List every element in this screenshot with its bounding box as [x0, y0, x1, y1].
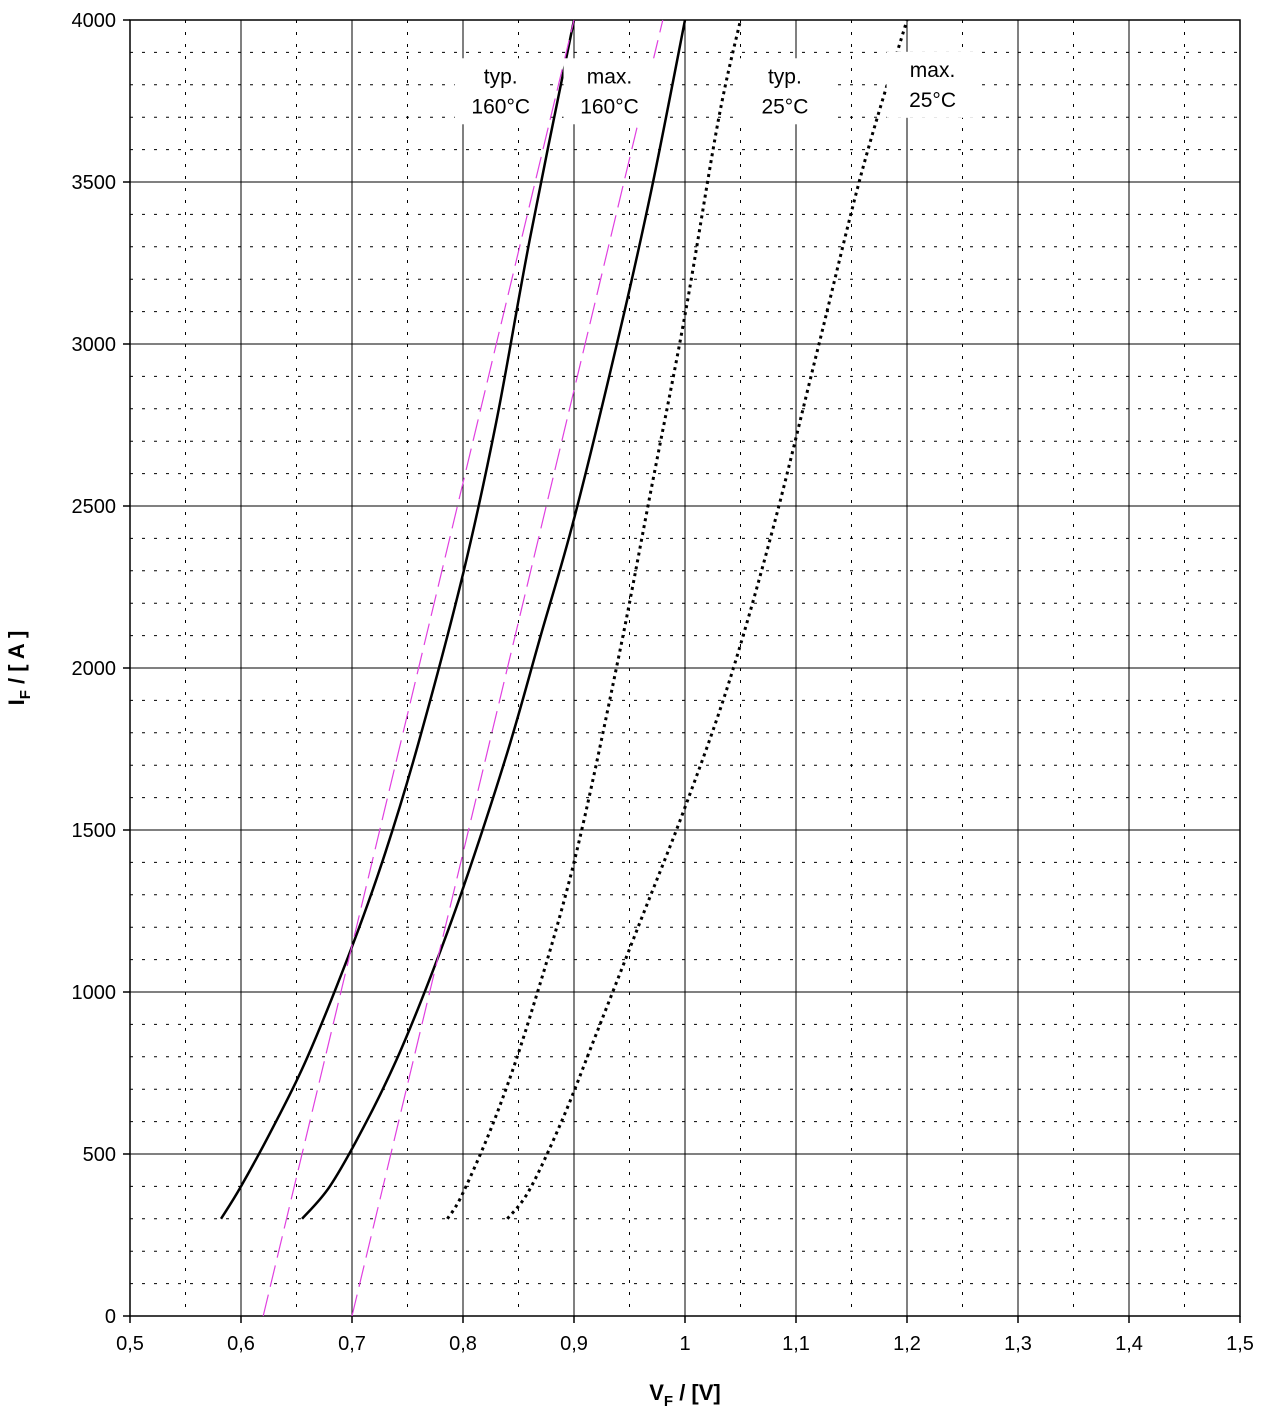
y-axis-title: IF / [ A ]: [4, 631, 34, 706]
curve-annotations: typ. 160°C max. 160°C typ. 25°C max. 25°C: [454, 51, 979, 125]
curve-annotation: max. 25°C: [909, 59, 956, 112]
x-tick-label: 0,7: [338, 1333, 366, 1355]
series-layer: [219, 19, 909, 1317]
x-tick-label: 0,9: [560, 1333, 588, 1355]
dotted-curve-3: [506, 19, 909, 1220]
x-tick-label: 0,8: [449, 1333, 477, 1355]
tick-labels: 0,5 0,6 0,7 0,8 0,9 1 1,1 1,2 1,3 1,4 1,5 0 500 1000 1…: [72, 10, 1254, 1355]
y-tick-label: 1500: [72, 820, 117, 842]
x-tick-label: 1,3: [1004, 1333, 1032, 1355]
y-tick-label: 3500: [72, 172, 117, 194]
solid-curve-0: [219, 19, 576, 1220]
annotation-background: [738, 58, 831, 125]
y-tick-label: 500: [83, 1144, 116, 1166]
x-tick-label: 1: [679, 1333, 690, 1355]
y-tick-label: 4000: [72, 10, 117, 32]
curve-annotation: typ. 160°C: [471, 65, 530, 118]
dotted-curve-2: [446, 19, 742, 1220]
x-tick-label: 0,5: [116, 1333, 144, 1355]
curve-annotation: max. 160°C: [580, 65, 639, 118]
y-tick-label: 1000: [72, 982, 117, 1004]
annotation-background: [563, 58, 656, 125]
solid-curve-1: [301, 19, 687, 1220]
x-tick-label: 1,4: [1115, 1333, 1143, 1355]
dashed-line-4: [262, 19, 575, 1317]
curve-annotation: typ. 25°C: [761, 65, 808, 118]
x-tick-label: 1,1: [782, 1333, 810, 1355]
y-tick-label: 2500: [72, 496, 117, 518]
dashed-line-5: [351, 19, 664, 1317]
x-axis-title: VF / [V]: [649, 1380, 721, 1410]
x-tick-label: 1,5: [1226, 1333, 1254, 1355]
annotation-background: [454, 58, 547, 125]
x-tick-label: 0,6: [227, 1333, 255, 1355]
y-tick-label: 2000: [72, 658, 117, 680]
y-tick-label: 3000: [72, 334, 117, 356]
annotation-background: [886, 51, 979, 118]
y-tick-label: 0: [105, 1306, 116, 1328]
x-tick-label: 1,2: [893, 1333, 921, 1355]
